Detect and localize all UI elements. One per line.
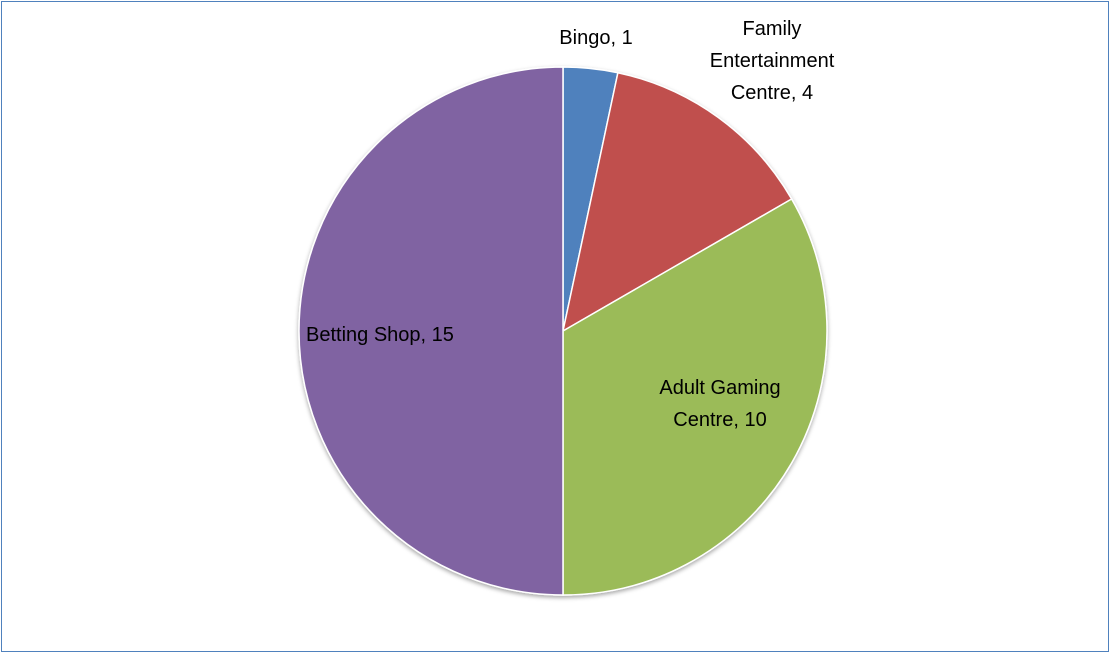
- data-label-line: Adult Gaming: [659, 377, 780, 399]
- data-label-bingo: Bingo, 1: [559, 27, 632, 49]
- data-label-family-entertainment-centre: Family Entertainment Centre, 4: [710, 18, 835, 104]
- data-label-line: Centre, 10: [673, 409, 766, 431]
- data-label-line: Entertainment: [710, 50, 835, 72]
- data-label-line: Centre, 4: [731, 82, 813, 104]
- data-label-line: Family: [743, 18, 802, 40]
- data-label-line: Bingo, 1: [559, 27, 632, 49]
- data-label-betting-shop: Betting Shop, 15: [306, 324, 454, 346]
- data-label-line: Betting Shop, 15: [306, 324, 454, 346]
